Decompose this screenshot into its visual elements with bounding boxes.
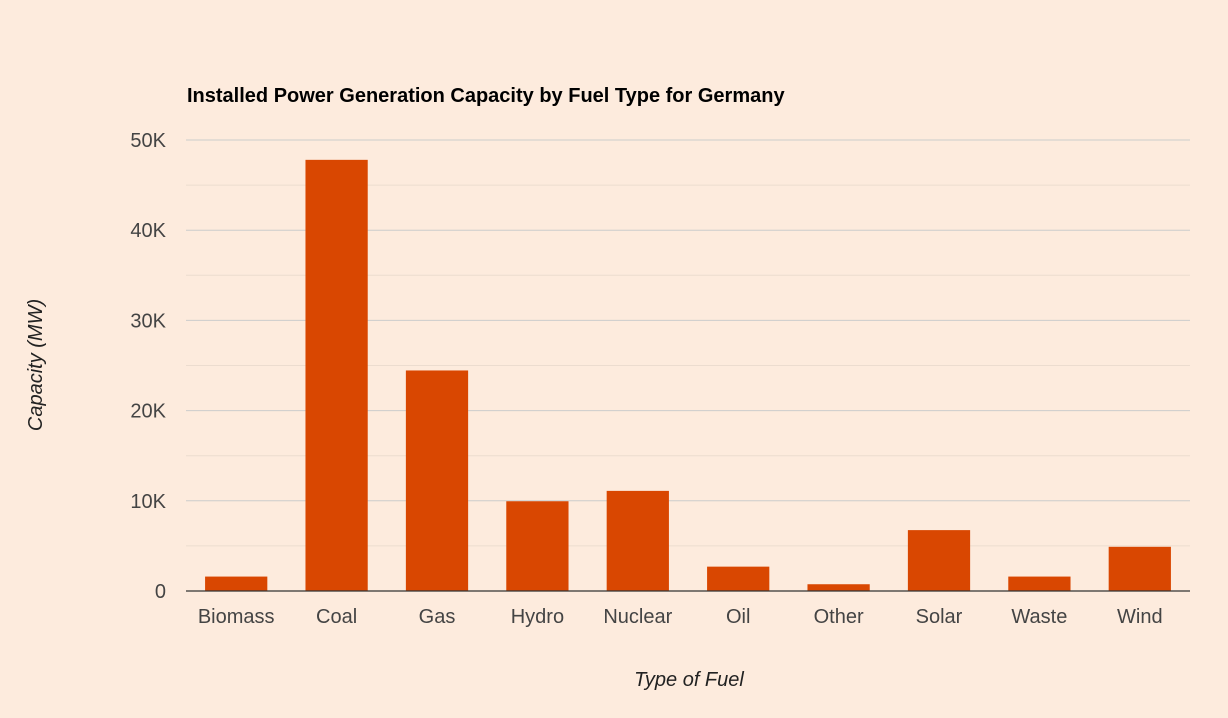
y-tick-label: 30K bbox=[130, 310, 166, 332]
bar-gas bbox=[405, 370, 469, 591]
x-tick-label: Other bbox=[814, 606, 864, 628]
bar-oil bbox=[707, 566, 770, 591]
x-axis-ticks: Biomass Coal Gas Hydro Nuclear Oil Other Solar W… bbox=[198, 606, 1163, 628]
bars bbox=[205, 159, 1171, 591]
bar-nuclear bbox=[606, 490, 669, 591]
bar-biomass bbox=[205, 576, 268, 591]
chart-title: Installed Power Generation Capacity by F… bbox=[187, 85, 785, 107]
bar-wind bbox=[1108, 546, 1171, 591]
x-tick-label: Gas bbox=[419, 606, 456, 628]
bar-solar bbox=[907, 530, 971, 591]
x-tick-label: Biomass bbox=[198, 606, 275, 628]
y-axis-ticks: 0 10K 20K 30K 40K 50K bbox=[130, 130, 166, 603]
x-tick-label: Hydro bbox=[511, 606, 564, 628]
y-tick-label: 0 bbox=[155, 581, 166, 603]
y-tick-label: 20K bbox=[130, 401, 166, 423]
y-tick-label: 50K bbox=[130, 130, 166, 152]
x-tick-label: Solar bbox=[916, 606, 963, 628]
bar-waste bbox=[1008, 576, 1071, 591]
x-tick-label: Coal bbox=[316, 606, 357, 628]
y-tick-label: 40K bbox=[130, 220, 166, 242]
y-axis-title: Capacity (MW) bbox=[25, 299, 47, 431]
x-tick-label: Wind bbox=[1117, 606, 1163, 628]
y-tick-label: 10K bbox=[130, 491, 166, 513]
bar-coal bbox=[305, 159, 368, 591]
x-axis-title: Type of Fuel bbox=[634, 669, 744, 691]
x-tick-label: Nuclear bbox=[603, 606, 672, 628]
bar-other bbox=[807, 584, 870, 591]
bar-hydro bbox=[506, 501, 569, 591]
x-tick-label: Waste bbox=[1011, 606, 1067, 628]
x-tick-label: Oil bbox=[726, 606, 750, 628]
